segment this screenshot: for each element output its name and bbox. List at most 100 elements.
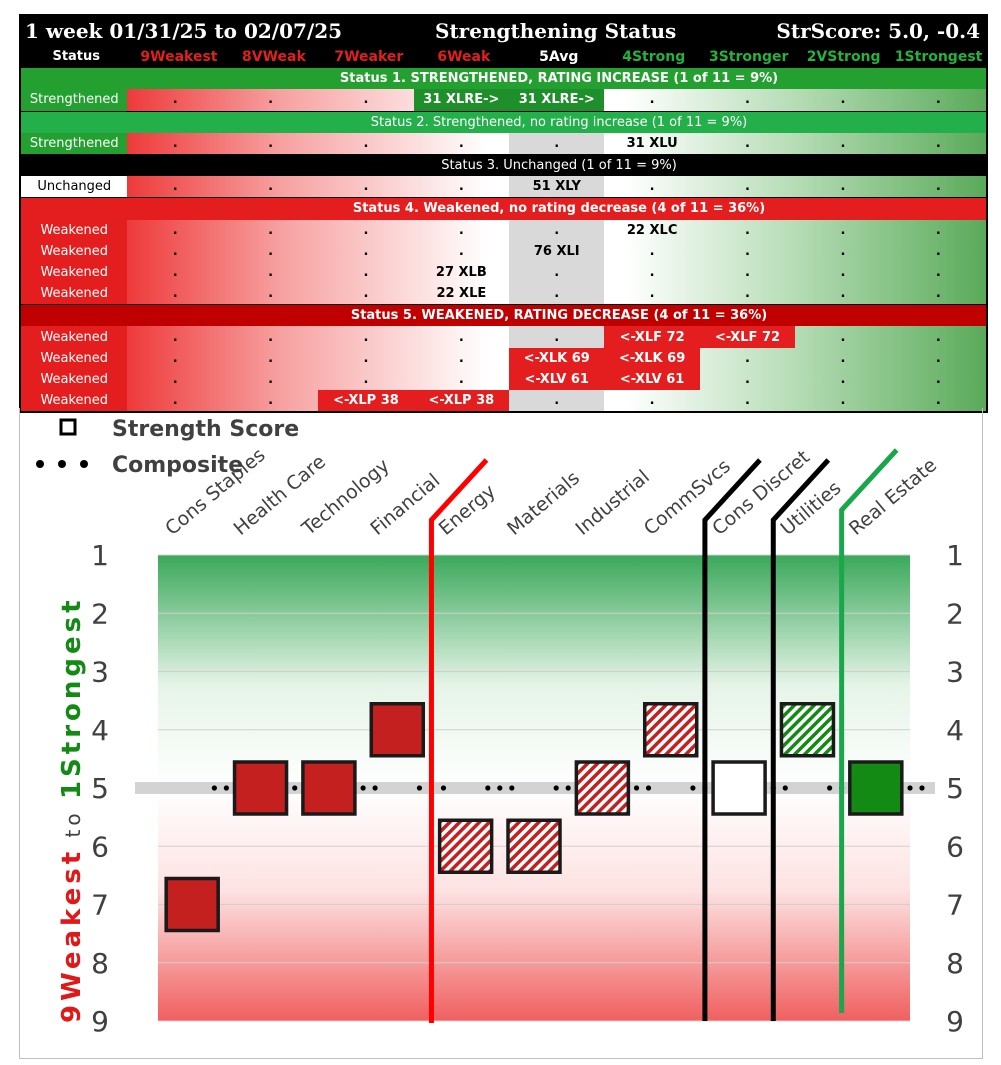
legend-strength-score: Strength Score bbox=[112, 417, 299, 442]
composite-dot bbox=[782, 785, 788, 791]
table-cell: . bbox=[172, 350, 178, 366]
table-cell: . bbox=[172, 371, 178, 387]
table-cell: . bbox=[509, 219, 605, 241]
table-cell: . bbox=[509, 261, 605, 284]
table-cell: . bbox=[363, 350, 369, 366]
table-cell: . bbox=[840, 286, 846, 302]
table-cell: . bbox=[363, 286, 369, 302]
table-cell: . bbox=[458, 371, 464, 387]
row-status: Strengthened bbox=[21, 89, 128, 111]
row-status: Weakened bbox=[21, 368, 128, 390]
row-status: Weakened bbox=[21, 240, 128, 262]
status-group-band: Status 3. Unchanged (1 of 11 = 9%) bbox=[21, 153, 986, 177]
table-cell: . bbox=[172, 179, 178, 195]
y-tick-label-left: 5 bbox=[91, 772, 109, 805]
column-header-8vweak: 8VWeak bbox=[242, 48, 306, 65]
table-cell: . bbox=[935, 135, 941, 151]
table-cell: . bbox=[458, 350, 464, 366]
composite-dot bbox=[645, 785, 652, 791]
status-groups: Status 1. STRENGTHENED, RATING INCREASE … bbox=[21, 67, 986, 412]
composite-dot bbox=[372, 785, 378, 791]
column-header-4strong: 4Strong bbox=[622, 48, 686, 65]
table-row: Strengthened... 31 XLRE-> 31 XLRE->.... bbox=[21, 89, 986, 111]
column-header-row: Status 9Weakest 8VWeak 7Weaker 6Weak 5Avg 4Str… bbox=[21, 46, 986, 68]
y-tick-label-left: 9 bbox=[91, 1005, 109, 1038]
table-cell: . bbox=[172, 222, 178, 238]
table-row: Weakened... 27 XLB..... bbox=[21, 261, 986, 284]
table-row: Weakened.... <-XLK 69 <-XLK 69... bbox=[21, 347, 986, 369]
y-tick-label-left: 1 bbox=[91, 539, 109, 572]
composite-dot bbox=[485, 785, 491, 791]
table-cell: 76 XLI bbox=[509, 240, 605, 262]
row-status: Weakened bbox=[21, 347, 128, 369]
column-header-7weaker: 7Weaker bbox=[334, 48, 404, 65]
y-tick-label-right: 4 bbox=[946, 714, 964, 747]
strength-score-marker bbox=[164, 876, 220, 933]
table-cell: . bbox=[649, 393, 655, 409]
table-cell: . bbox=[363, 329, 369, 345]
column-header-2vstrong: 2VStrong bbox=[806, 48, 881, 65]
row-status: Weakened bbox=[21, 326, 128, 348]
composite-dot bbox=[907, 785, 913, 791]
sector-divider-line bbox=[428, 458, 489, 1023]
table-cell: 27 XLB bbox=[435, 264, 487, 280]
table-cell: . bbox=[363, 179, 369, 195]
table-cell: . bbox=[363, 135, 369, 151]
table-cell: . bbox=[509, 326, 605, 348]
table-cell: . bbox=[509, 132, 605, 154]
table-cell: . bbox=[649, 264, 655, 280]
table-cell: 31 XLRE-> bbox=[413, 89, 510, 111]
table-cell: . bbox=[745, 371, 750, 387]
table-cell: 22 XLC bbox=[626, 222, 678, 238]
table-cell: . bbox=[745, 243, 750, 259]
table-cell: . bbox=[268, 222, 274, 238]
status-group-band: Status 4. Weakened, no rating decrease (… bbox=[21, 197, 986, 220]
table-cell: . bbox=[840, 92, 846, 108]
table-cell: 51 XLY bbox=[509, 176, 605, 198]
strengthening-status-table: 1 week 01/31/25 to 02/07/25 Strengthenin… bbox=[19, 14, 988, 414]
table-cell: 31 XLRE-> bbox=[509, 89, 605, 111]
column-header-3stronger: 3Stronger bbox=[708, 48, 789, 65]
composite-dot bbox=[497, 785, 503, 791]
row-status: Weakened bbox=[21, 219, 128, 241]
y-axis-label: 9Weakest to 1Strongest bbox=[57, 596, 87, 1023]
table-row: Weakened..... <-XLF 72 <-XLF 72.. bbox=[21, 326, 986, 348]
column-header-6weak: 6Weak bbox=[437, 48, 491, 65]
table-cell: . bbox=[745, 286, 750, 302]
column-header-status: Status bbox=[52, 49, 101, 65]
table-cell: . bbox=[935, 371, 941, 387]
table-cell: . bbox=[935, 350, 941, 366]
strength-chart: 1 1 2 2 3 3 4 4 5 5 6 6 7 7 8 8 9 9 Cons Staples Health Car… bbox=[19, 408, 983, 1059]
strength-score-marker bbox=[779, 702, 836, 758]
table-cell: . bbox=[363, 371, 369, 387]
table-cell: 31 XLU bbox=[626, 135, 678, 151]
composite-dot bbox=[553, 785, 559, 791]
composite-dot bbox=[211, 785, 217, 791]
table-title: Strengthening Status bbox=[435, 19, 677, 43]
y-tick-label-right: 1 bbox=[946, 539, 964, 572]
table-cell: . bbox=[268, 371, 274, 387]
table-cell: . bbox=[745, 222, 750, 238]
table-cell: . bbox=[363, 222, 369, 238]
table-cell: <-XLV 61 bbox=[509, 368, 605, 390]
category-label: Real Estate bbox=[845, 454, 941, 540]
table-cell: . bbox=[935, 264, 941, 280]
table-cell: 22 XLE bbox=[436, 286, 487, 302]
table-cell: <-XLK 69 bbox=[509, 347, 605, 369]
table-cell: . bbox=[745, 350, 750, 366]
table-cell: . bbox=[268, 243, 274, 259]
strength-score-marker bbox=[642, 702, 699, 758]
table-row: Weakened.... <-XLV 61 <-XLV 61... bbox=[21, 368, 986, 390]
table-cell: <-XLK 69 bbox=[604, 347, 700, 369]
table-cell: . bbox=[745, 92, 750, 108]
table-cell: . bbox=[363, 92, 369, 108]
table-cell: . bbox=[935, 222, 941, 238]
composite-dot bbox=[360, 785, 366, 791]
table-cell: . bbox=[840, 264, 846, 280]
y-tick-label-right: 3 bbox=[946, 656, 964, 689]
table-cell: . bbox=[935, 179, 941, 195]
sector-divider-line bbox=[770, 458, 831, 1021]
legend-dot-icon bbox=[58, 460, 66, 468]
table-cell: . bbox=[172, 264, 178, 280]
